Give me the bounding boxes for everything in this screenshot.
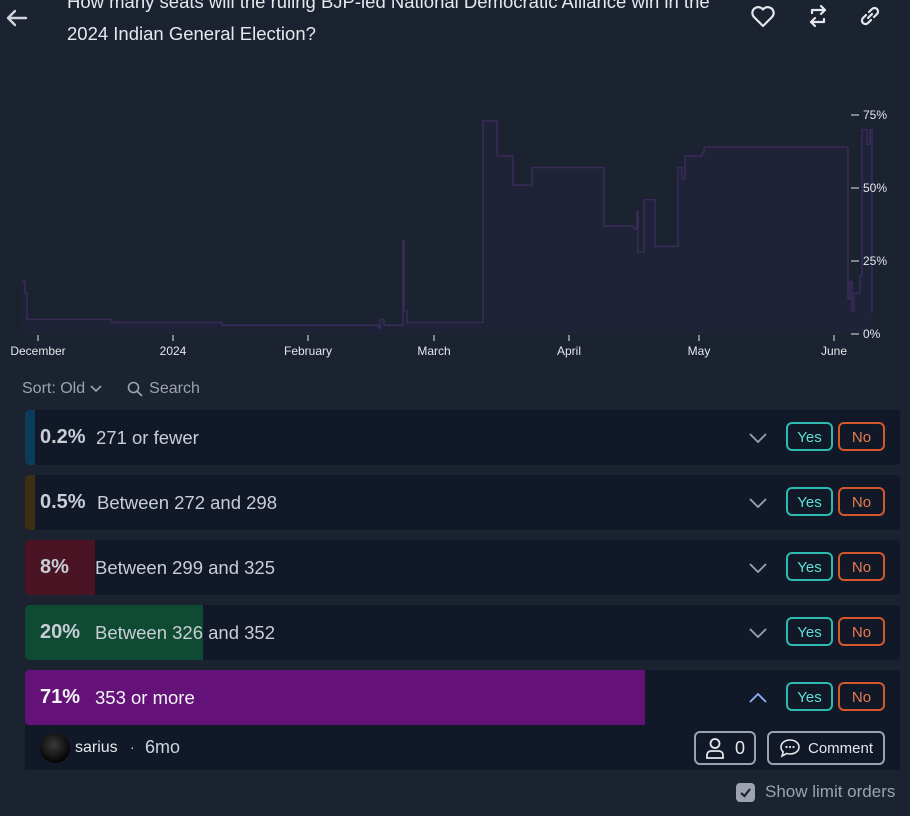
show-limit-orders-toggle[interactable]: Show limit orders bbox=[736, 782, 895, 802]
x-tick-label: March bbox=[417, 344, 450, 358]
avatar[interactable] bbox=[40, 733, 70, 763]
search-label: Search bbox=[149, 380, 200, 397]
back-arrow-icon[interactable] bbox=[2, 2, 30, 30]
yes-button[interactable]: Yes bbox=[786, 617, 833, 646]
link-icon[interactable] bbox=[856, 2, 884, 30]
answer-probability-bar bbox=[25, 605, 203, 660]
search-button[interactable]: Search bbox=[127, 380, 200, 398]
yes-button[interactable]: Yes bbox=[786, 682, 833, 711]
answer-percentage: 0.2% bbox=[40, 426, 86, 448]
sort-dropdown[interactable]: Sort: Old bbox=[22, 380, 103, 398]
answer-label: 271 or fewer bbox=[96, 427, 199, 448]
x-tick-label: June bbox=[821, 344, 847, 358]
answers-toolbar: Sort: Old Search bbox=[22, 376, 200, 402]
chevron-down-icon[interactable] bbox=[747, 492, 769, 514]
comment-button[interactable]: Comment bbox=[767, 731, 885, 765]
user-icon bbox=[706, 738, 724, 759]
answer-row[interactable]: 0.5% Between 272 and 298 Yes No bbox=[25, 475, 900, 530]
x-tick-label: May bbox=[688, 344, 711, 358]
checkbox[interactable] bbox=[736, 782, 755, 802]
answer-percentage: 0.5% bbox=[40, 491, 86, 513]
answer-row[interactable]: 8% Between 299 and 325 Yes No bbox=[25, 540, 900, 595]
limit-orders-label: Show limit orders bbox=[765, 782, 896, 801]
no-button[interactable]: No bbox=[838, 422, 885, 451]
answer-probability-bar bbox=[25, 410, 35, 465]
y-tick-label: 75% bbox=[863, 108, 887, 122]
y-tick-label: 0% bbox=[863, 327, 881, 341]
answer-row-expanded[interactable]: 71% 353 or more Yes No bbox=[25, 670, 900, 725]
no-button[interactable]: No bbox=[838, 682, 885, 711]
y-tick-label: 25% bbox=[863, 254, 887, 268]
separator-dot: · bbox=[130, 739, 135, 755]
no-button[interactable]: No bbox=[838, 552, 885, 581]
answer-label: Between 299 and 325 bbox=[95, 557, 276, 578]
answer-details: sarius · 6mo 0 Comment bbox=[25, 725, 900, 770]
chart-svg: December 2024 February March April May June 0% 2… bbox=[10, 108, 887, 358]
answer-label: Between 326 and 352 bbox=[95, 622, 276, 643]
bettors-button[interactable]: 0 bbox=[694, 731, 756, 765]
chevron-down-icon bbox=[90, 385, 102, 393]
comment-label: Comment bbox=[807, 739, 874, 757]
x-tick-label: 2024 bbox=[160, 344, 187, 358]
market-title: How many seats will the ruling BJP-led N… bbox=[67, 0, 710, 44]
no-button[interactable]: No bbox=[838, 617, 885, 646]
answer-row[interactable]: 20% Between 326 and 352 Yes No bbox=[25, 605, 900, 660]
chevron-up-icon[interactable] bbox=[747, 687, 769, 709]
y-tick-label: 50% bbox=[863, 181, 887, 195]
chevron-down-icon[interactable] bbox=[747, 557, 769, 579]
header: How many seats will the ruling BJP-led N… bbox=[0, 0, 910, 60]
chat-bubble-icon bbox=[780, 739, 800, 758]
answer-percentage: 20% bbox=[40, 621, 81, 643]
repost-icon[interactable] bbox=[804, 2, 832, 30]
answer-label: Between 272 and 298 bbox=[97, 492, 278, 513]
answer-probability-bar bbox=[25, 540, 95, 595]
probability-line bbox=[22, 120, 873, 329]
x-tick-label: April bbox=[557, 344, 581, 358]
no-button[interactable]: No bbox=[838, 487, 885, 516]
checkmark-icon bbox=[740, 787, 751, 798]
chevron-down-icon[interactable] bbox=[747, 622, 769, 644]
answer-probability-bar bbox=[25, 670, 645, 725]
probability-area bbox=[22, 120, 872, 334]
yes-button[interactable]: Yes bbox=[786, 487, 833, 516]
answer-probability-bar bbox=[25, 475, 35, 530]
answer-label: 353 or more bbox=[95, 687, 195, 708]
username[interactable]: sarius bbox=[75, 739, 118, 756]
x-tick-label: February bbox=[284, 344, 332, 358]
chevron-down-icon[interactable] bbox=[747, 427, 769, 449]
sort-label: Sort: Old bbox=[22, 380, 86, 397]
x-tick-label: December bbox=[10, 344, 65, 358]
heart-icon[interactable] bbox=[749, 2, 777, 30]
probability-chart[interactable]: December 2024 February March April May June 0% 2… bbox=[0, 40, 910, 370]
answer-percentage: 8% bbox=[40, 556, 69, 578]
answer-row[interactable]: 0.2% 271 or fewer Yes No bbox=[25, 410, 900, 465]
search-icon bbox=[127, 381, 143, 397]
timestamp: 6mo bbox=[145, 737, 181, 757]
answer-percentage: 71% bbox=[40, 686, 81, 708]
yes-button[interactable]: Yes bbox=[786, 422, 833, 451]
bettors-count: 0 bbox=[734, 737, 745, 758]
yes-button[interactable]: Yes bbox=[786, 552, 833, 581]
